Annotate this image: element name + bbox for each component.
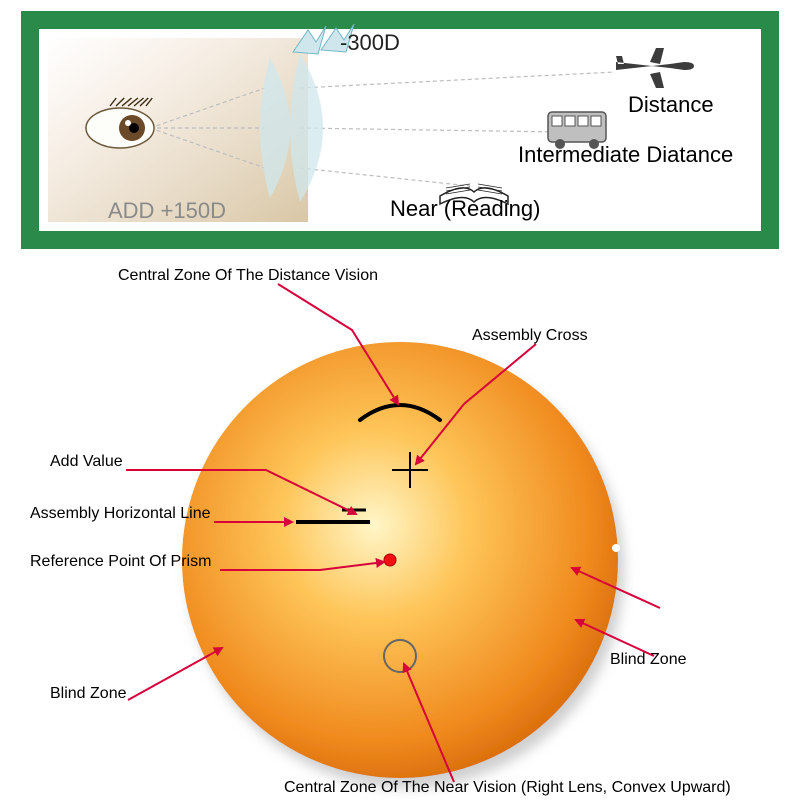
- callout-label-central-near: Central Zone Of The Near Vision (Right L…: [284, 779, 731, 796]
- label-inter: Intermediate Diatance: [518, 142, 733, 167]
- top-panel: -300D Distance Intermediate Diatance Near (…: [30, 20, 770, 240]
- callout-label-central-distance: Central Zone Of The Distance Vision: [118, 267, 378, 284]
- lens-diagram: [180, 342, 644, 778]
- callout-label-blind-left: Blind Zone: [50, 685, 127, 702]
- callout-label-assembly-cross: Assembly Cross: [472, 327, 588, 344]
- reference-point-mark: [384, 554, 396, 566]
- diagram-svg: -300D Distance Intermediate Diatance Near (…: [0, 0, 800, 800]
- label-near: Near (Reading): [390, 196, 540, 221]
- callout-label-add-value: Add Value: [50, 453, 123, 470]
- label-dist: Distance: [628, 92, 714, 117]
- callout-label-ref-prism: Reference Point Of Prism: [30, 553, 211, 570]
- callout-arrow-blind-left: [128, 648, 222, 700]
- label-power: -300D: [340, 30, 400, 55]
- label-add: ADD +150D: [108, 198, 226, 223]
- diagram-root: -300D Distance Intermediate Diatance Near (…: [0, 0, 800, 800]
- alignment-dot: [612, 544, 620, 552]
- lens-circle: [182, 342, 618, 778]
- callout-label-blind-right-2: Blind Zone: [610, 651, 687, 668]
- callout-label-assembly-hline: Assembly Horizontal Line: [30, 505, 211, 522]
